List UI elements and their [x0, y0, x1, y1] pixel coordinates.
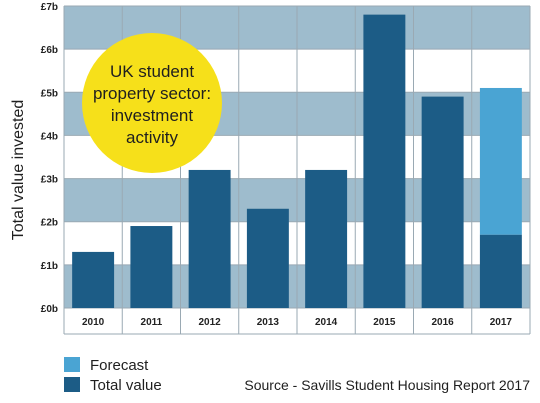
annotation-line-1: UK student [110, 62, 194, 81]
y-tick-label: £5b [41, 88, 58, 99]
x-tick-label: 2013 [257, 317, 280, 328]
y-axis-ticks: £0b £1b £2b £3b £4b £5b £6b £7b [41, 2, 58, 315]
annotation-line-3: investment [111, 106, 193, 125]
bar-forecast [479, 87, 522, 235]
annotation-line-4: activity [126, 128, 178, 147]
source-note: Source - Savills Student Housing Report … [244, 377, 530, 393]
y-tick-label: £2b [41, 218, 58, 229]
legend: Forecast Total value [64, 357, 162, 394]
x-axis-ticks: 2010 2011 2012 2013 2014 2015 2016 2017 [82, 317, 512, 328]
annotation-bubble: UK student property sector: investment a… [82, 33, 222, 173]
annotation-circle [82, 33, 222, 173]
y-tick-label: £4b [41, 131, 58, 142]
bars [72, 14, 522, 309]
bar-total-value [421, 96, 464, 308]
bar-total-value [72, 251, 115, 308]
bar-total-value [246, 208, 289, 308]
x-tick-label: 2014 [315, 317, 338, 328]
y-axis-label: Total value invested [10, 100, 27, 241]
x-tick-label: 2010 [82, 317, 105, 328]
x-tick-label: 2011 [141, 317, 163, 328]
legend-swatch-forecast [64, 357, 80, 372]
bar-total-value [305, 169, 348, 308]
bar-total-value [363, 14, 406, 309]
y-tick-label: £6b [41, 45, 58, 56]
x-tick-label: 2015 [373, 317, 396, 328]
bar-total-value [188, 169, 231, 308]
y-tick-label: £7b [41, 2, 58, 13]
bar-total-value [130, 226, 173, 308]
x-tick-label: 2017 [490, 317, 513, 328]
annotation-line-2: property sector: [93, 84, 211, 103]
legend-label-forecast: Forecast [90, 357, 149, 374]
x-tick-label: 2012 [199, 317, 222, 328]
legend-swatch-total-value [64, 377, 80, 392]
x-tick-label: 2016 [432, 317, 455, 328]
bar-total-value [479, 234, 522, 308]
legend-label-total-value: Total value [90, 377, 162, 394]
y-tick-label: £3b [41, 175, 58, 186]
y-tick-label: £0b [41, 304, 58, 315]
y-tick-label: £1b [41, 261, 58, 272]
